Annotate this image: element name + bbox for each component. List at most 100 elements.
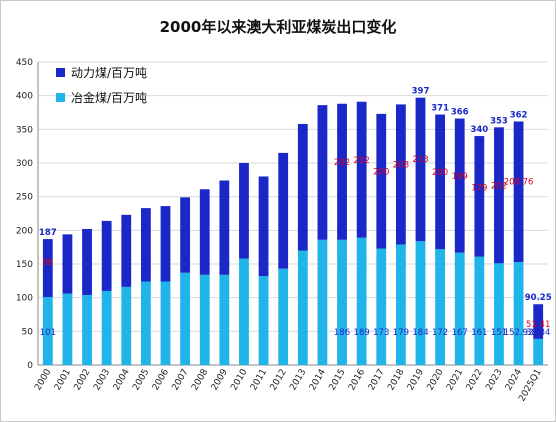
- data-label-thermal: 51.41: [526, 320, 550, 330]
- bar-thermal: [317, 105, 328, 240]
- data-label-metallurgical: 172: [432, 328, 448, 338]
- bar-thermal: [474, 136, 485, 257]
- bar-metallurgical: [435, 249, 446, 365]
- bars: [42, 97, 544, 365]
- data-label-thermal: 179: [471, 183, 487, 193]
- bar-thermal: [219, 180, 230, 275]
- bar-metallurgical: [160, 281, 171, 365]
- x-tick-label: 2006: [151, 367, 171, 392]
- x-tick-label: 2003: [92, 368, 112, 393]
- x-tick-label: 2008: [190, 367, 210, 392]
- bar-thermal: [376, 113, 387, 249]
- data-label-thermal: 213: [412, 155, 428, 165]
- bar-thermal: [101, 220, 112, 291]
- bar-metallurgical: [376, 248, 387, 365]
- data-label-total: 90.25: [525, 293, 552, 303]
- data-label-thermal: 208: [393, 160, 409, 170]
- bar-metallurgical: [395, 244, 406, 365]
- y-tick-label: 0: [27, 361, 33, 371]
- bar-metallurgical: [513, 262, 524, 365]
- bar-metallurgical: [337, 239, 347, 365]
- y-tick-label: 400: [16, 92, 33, 102]
- y-tick-label: 350: [16, 125, 33, 135]
- x-axis: 2000 2001 2002 2003 2004 2005 2006 2007 2008 2009…: [33, 367, 543, 403]
- bar-metallurgical: [474, 256, 485, 365]
- bar-metallurgical: [180, 272, 191, 365]
- x-tick-label: 2017: [367, 368, 387, 393]
- x-tick-label: 2019: [406, 367, 426, 392]
- bar-metallurgical: [42, 296, 53, 365]
- data-label-thermal: 202: [491, 182, 507, 192]
- bar-metallurgical: [258, 276, 269, 365]
- x-tick-label: 2014: [308, 367, 328, 392]
- y-tick-label: 300: [16, 159, 33, 169]
- x-tick-label: 2016: [347, 367, 367, 392]
- bar-thermal: [297, 123, 308, 251]
- data-label-metallurgical: 152.92: [504, 328, 534, 338]
- data-label-total: 366: [451, 108, 469, 118]
- x-tick-label: 2020: [426, 367, 446, 392]
- bar-thermal: [239, 163, 249, 259]
- data-label-metallurgical: 184: [412, 328, 428, 338]
- bar-thermal: [337, 103, 347, 240]
- bar-thermal: [121, 214, 132, 287]
- data-label-metallurgical: 167: [452, 328, 468, 338]
- data-label-total: 340: [470, 125, 488, 135]
- bar-thermal: [415, 97, 426, 242]
- bar-metallurgical: [454, 252, 465, 365]
- bar-thermal: [494, 127, 504, 264]
- bar-thermal: [62, 234, 73, 294]
- bar-thermal: [435, 114, 446, 250]
- x-tick-label: 2015: [328, 368, 348, 393]
- x-tick-label: 2021: [445, 368, 465, 393]
- legend-label: 冶金煤/百万吨: [71, 90, 147, 105]
- data-label-metallurgical: 189: [354, 328, 370, 338]
- y-tick-label: 250: [16, 193, 33, 203]
- x-tick-label: 2000: [33, 367, 53, 392]
- bar-metallurgical: [199, 274, 210, 365]
- bar-metallurgical: [415, 241, 426, 365]
- bar-metallurgical: [140, 281, 151, 365]
- bar-metallurgical: [317, 239, 328, 365]
- data-label-metallurgical: 151: [491, 328, 507, 338]
- bar-thermal: [395, 104, 406, 245]
- bar-thermal: [140, 208, 151, 282]
- data-label-metallurgical: 186: [334, 328, 350, 338]
- x-tick-label: 2001: [53, 368, 73, 393]
- x-tick-label: 2005: [131, 368, 151, 393]
- data-label-metallurgical: 173: [373, 328, 389, 338]
- y-tick-label: 200: [16, 226, 33, 236]
- legend-swatch: [56, 68, 65, 77]
- bar-metallurgical: [101, 290, 112, 365]
- bar-metallurgical: [297, 250, 308, 365]
- data-label-thermal: 86: [42, 258, 53, 268]
- chart-title: 2000年以来澳大利亚煤炭出口变化: [159, 18, 397, 36]
- data-label-thermal: 208.76: [504, 178, 534, 188]
- y-tick-label: 100: [16, 294, 33, 304]
- data-label-thermal: 199: [452, 172, 468, 182]
- y-tick-label: 450: [16, 58, 33, 68]
- bar-thermal: [42, 239, 53, 297]
- bar-metallurgical: [278, 268, 289, 365]
- bar-thermal: [454, 118, 465, 253]
- bar-metallurgical: [219, 274, 230, 365]
- data-label-metallurgical: 101: [40, 328, 56, 338]
- bar-thermal: [180, 197, 191, 273]
- legend-label: 动力煤/百万吨: [71, 66, 147, 80]
- data-labels: 101 86 187 186 202 189 202 173 200 179 208 184 213 39…: [39, 87, 552, 338]
- y-axis: 0 50 100 150 200 250 300 350 400 450: [16, 58, 39, 371]
- data-label-total: 397: [412, 87, 430, 97]
- bar-thermal: [258, 176, 269, 277]
- bar-metallurgical: [356, 237, 367, 365]
- bar-metallurgical: [239, 258, 249, 365]
- data-label-thermal: 200: [373, 167, 389, 177]
- bar-metallurgical: [121, 286, 132, 365]
- bar-thermal: [82, 228, 92, 295]
- bar-thermal: [199, 189, 210, 275]
- gridlines: [38, 61, 548, 366]
- x-tick-label: 2018: [386, 367, 406, 392]
- x-tick-label: 2007: [171, 368, 191, 393]
- bar-thermal: [160, 206, 171, 282]
